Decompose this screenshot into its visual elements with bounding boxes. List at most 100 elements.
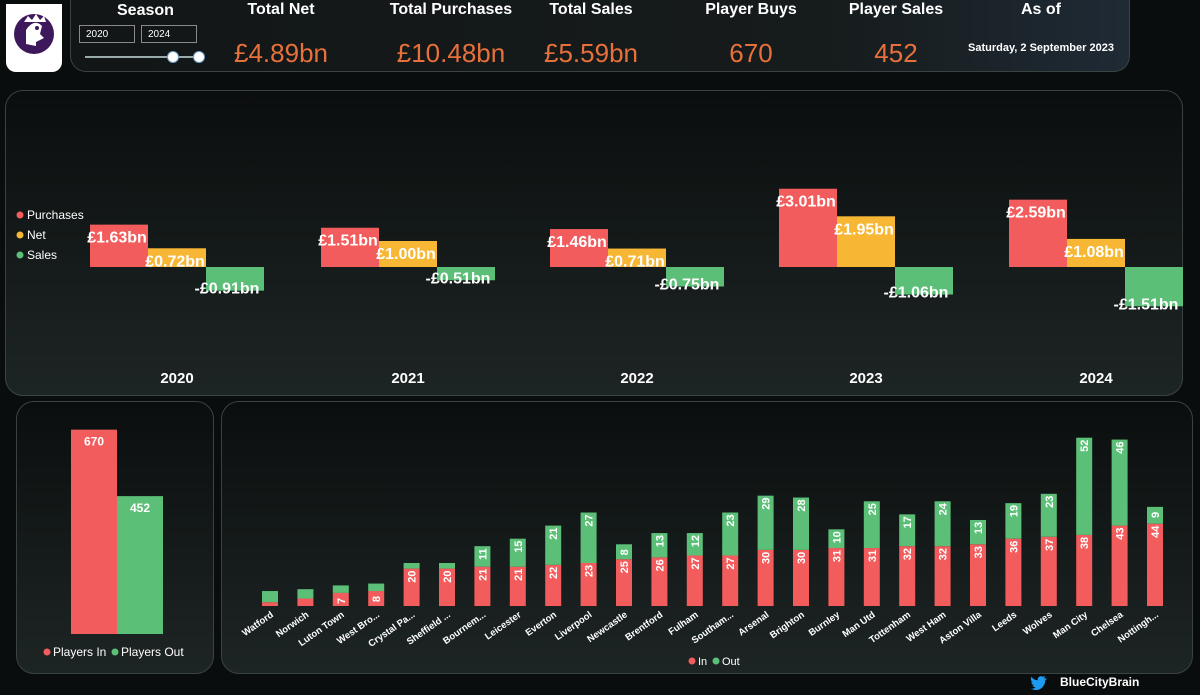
bar-in-19 [934, 546, 951, 606]
x-tick-label: Watford [240, 609, 276, 639]
bar-out-1 [297, 589, 314, 599]
data-label: £0.72bn [145, 253, 205, 270]
as-of-date: Saturday, 2 September 2023 [968, 42, 1114, 54]
data-label-in: 27 [725, 557, 737, 569]
season-slider-end-handle[interactable] [193, 51, 205, 63]
bar-in-22 [1040, 536, 1057, 606]
x-tick-label: Brighton [768, 609, 807, 641]
players-panel: 670 452 Players In Players Out [16, 401, 214, 674]
data-label-in: 7 [336, 598, 348, 604]
bar-out-14 [757, 495, 774, 550]
data-label-out: 11 [477, 548, 489, 560]
data-label-out: 27 [584, 514, 596, 526]
data-label-out: 25 [867, 503, 879, 515]
x-tick-label: Leeds [990, 609, 1019, 634]
bar-out-8 [545, 525, 562, 565]
bar-out-20 [970, 519, 986, 545]
legend-label: Purchases [27, 208, 84, 222]
bar-in-8 [545, 564, 562, 606]
as-of-block: As of Saturday, 2 September 2023 [961, 0, 1121, 54]
data-label-in: 36 [1008, 541, 1020, 553]
data-label-out: 23 [1044, 496, 1056, 508]
bar-net-2023 [837, 216, 895, 267]
data-label: £0.71bn [605, 254, 665, 271]
kpi-value: 670 [729, 38, 773, 68]
bar-out-19 [934, 501, 951, 547]
bar-out-11 [651, 533, 668, 558]
x-tick-label: Brentford [623, 609, 665, 643]
season-from-input[interactable]: 2020 [79, 25, 135, 43]
data-label: 452 [130, 501, 150, 515]
bar-out-17 [863, 501, 880, 549]
bar-in-10 [616, 559, 632, 606]
data-label: £1.95bn [834, 221, 894, 238]
clubs-panel: Watford Norwich 7 Luton Town 8 West Bro... 20 C… [221, 401, 1193, 674]
bar-in-23 [1076, 534, 1093, 606]
legend-label: Players Out [121, 645, 184, 659]
legend-marker [712, 657, 720, 665]
data-label-out: 17 [902, 516, 914, 528]
bar-in-7 [509, 566, 526, 606]
legend-label: In [698, 656, 707, 668]
data-label: £1.00bn [376, 246, 436, 263]
data-label: £1.51bn [318, 233, 378, 250]
season-slider-track[interactable] [85, 56, 195, 58]
x-tick-label: Leicester [483, 609, 524, 642]
kpi-label: Total Purchases [389, 1, 513, 18]
bar-in-17 [863, 548, 880, 606]
bar-out-3 [368, 583, 385, 592]
header-bar: Season 2020 2024 Total Net £4.89bn Total… [70, 0, 1130, 72]
kpi-value: £4.89bn [234, 38, 328, 68]
data-label-out: 8 [619, 549, 631, 555]
season-to-input[interactable]: 2024 [141, 25, 197, 43]
data-label: -£0.91bn [195, 281, 260, 298]
data-label: -£0.51bn [426, 270, 491, 287]
legend-marker [688, 657, 696, 665]
legend-marker [16, 211, 24, 219]
data-label-out: 21 [548, 527, 560, 539]
bar-out-4 [403, 562, 420, 569]
data-label-out: 12 [690, 535, 702, 547]
data-label-out: 52 [1079, 440, 1091, 452]
kpi-player-buys: Player Buys 670 [691, 0, 811, 69]
data-label-in: 32 [938, 548, 950, 560]
bar-net-2022 [608, 248, 666, 267]
legend-marker [16, 251, 24, 259]
kpi-label: Total Sales [549, 1, 633, 18]
legend-marker [16, 231, 24, 239]
bar-purchases-2024 [1009, 199, 1067, 267]
data-label: 670 [84, 435, 104, 449]
bar-sales-2022 [666, 267, 724, 287]
kpi-total-sales: Total Sales £5.59bn [531, 0, 651, 69]
legend-marker [111, 648, 119, 656]
bar-in-25 [1147, 523, 1163, 606]
data-label-in: 33 [973, 546, 985, 558]
bar-out-5 [439, 562, 455, 569]
bar-in-16 [828, 548, 845, 606]
bar-in-5 [439, 568, 455, 606]
premier-league-logo [6, 4, 62, 72]
x-tick-label: 2024 [1079, 370, 1113, 387]
bar-sales-2024 [1125, 267, 1183, 307]
data-label-out: 24 [938, 502, 950, 515]
bar-in-20 [970, 544, 986, 606]
bar-out-23 [1076, 437, 1093, 535]
data-label: -£1.06bn [884, 285, 949, 302]
kpi-total-net: Total Net £4.89bn [211, 0, 351, 69]
data-label: £3.01bn [776, 194, 836, 211]
season-slider-start-handle[interactable] [167, 51, 179, 63]
twitter-bird-icon [1030, 676, 1047, 690]
kpi-label: Player Buys [705, 1, 797, 18]
bar-purchases-2021 [321, 227, 379, 267]
x-tick-label: 2023 [849, 370, 882, 387]
legend-marker [43, 648, 51, 656]
data-label-in: 30 [796, 552, 808, 564]
data-label-in: 32 [902, 548, 914, 560]
bar-out-10 [616, 544, 632, 560]
bar-players-in [71, 429, 117, 634]
bar-in-11 [651, 557, 668, 606]
kpi-value: £10.48bn [396, 38, 506, 68]
data-label: £1.46bn [547, 234, 607, 251]
kpi-label: Total Net [247, 1, 315, 18]
bar-in-12 [686, 555, 703, 606]
